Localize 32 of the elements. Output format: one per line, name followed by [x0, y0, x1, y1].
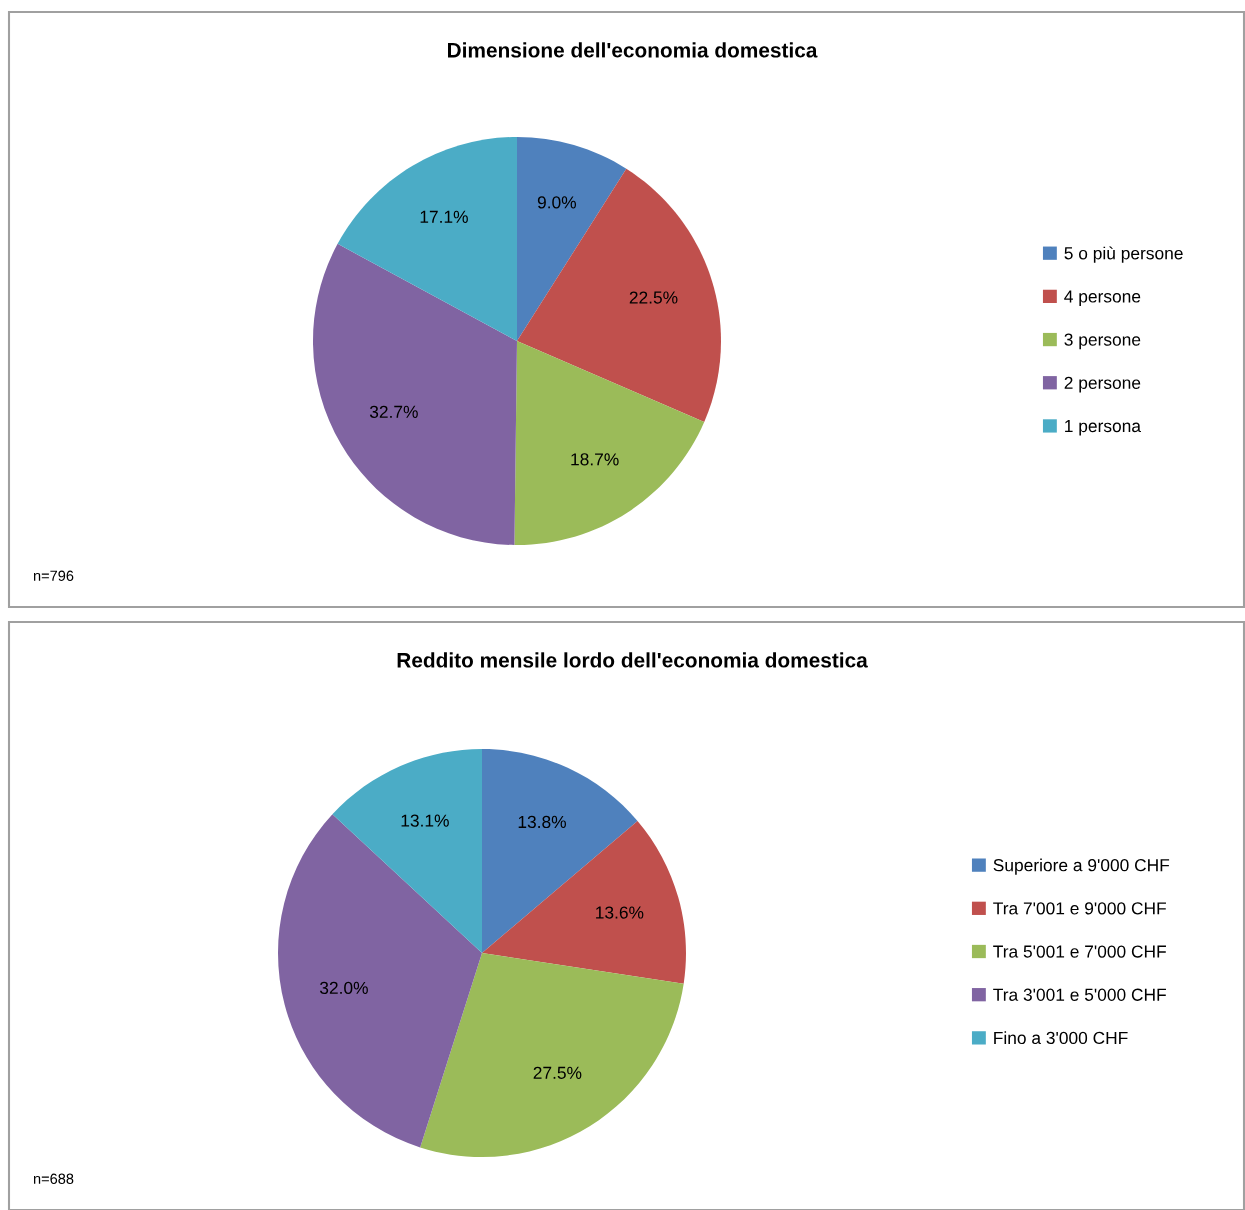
legend-label: Superiore a 9'000 CHF [993, 858, 1170, 875]
pie-slice [517, 168, 721, 423]
pie-slice [514, 341, 705, 545]
chart-title: Reddito mensile lordo dell'economia domestica [397, 652, 868, 668]
legend-label: Tra 5'001 e 7'000 CHF [993, 945, 1166, 958]
data-label: 13.6% [596, 906, 644, 919]
text: n=796 [33, 570, 74, 581]
data-label: 22.5% [629, 291, 678, 304]
data-label: 13.1% [401, 814, 449, 827]
legend-label: 1 persona [1065, 420, 1141, 436]
pie-slice [332, 749, 482, 953]
data-label: 27.5% [533, 1066, 582, 1079]
legend-label: 4 persone [1064, 290, 1141, 307]
pie-slice [420, 953, 684, 1157]
pie-slice [313, 243, 517, 545]
data-label: 17.1% [420, 210, 468, 223]
data-label: 32.7% [369, 405, 418, 418]
pie-slice [337, 137, 517, 341]
data-label: 18.7% [571, 453, 619, 466]
pie-slice [278, 814, 482, 1148]
legend-label: Tra 7'001 e 9'000 CHF [993, 902, 1166, 915]
legend-label: 3 persone [1064, 333, 1141, 350]
data-label: 9.0% [537, 196, 577, 209]
pie-slice [517, 137, 627, 341]
legend-label: Fino a 3'000 CHF [994, 1031, 1128, 1045]
data-label: 13.8% [518, 815, 566, 829]
data-label: 32.0% [319, 981, 368, 995]
legend-label: Tra 3'001 e 5'000 CHF [993, 988, 1166, 1001]
chart-title: Dimensione dell'economia domestica [448, 42, 818, 58]
text: n=688 [33, 1173, 74, 1184]
legend-label: 2 persone [1064, 376, 1141, 393]
legend-label: 5 o più persone [1064, 246, 1183, 263]
